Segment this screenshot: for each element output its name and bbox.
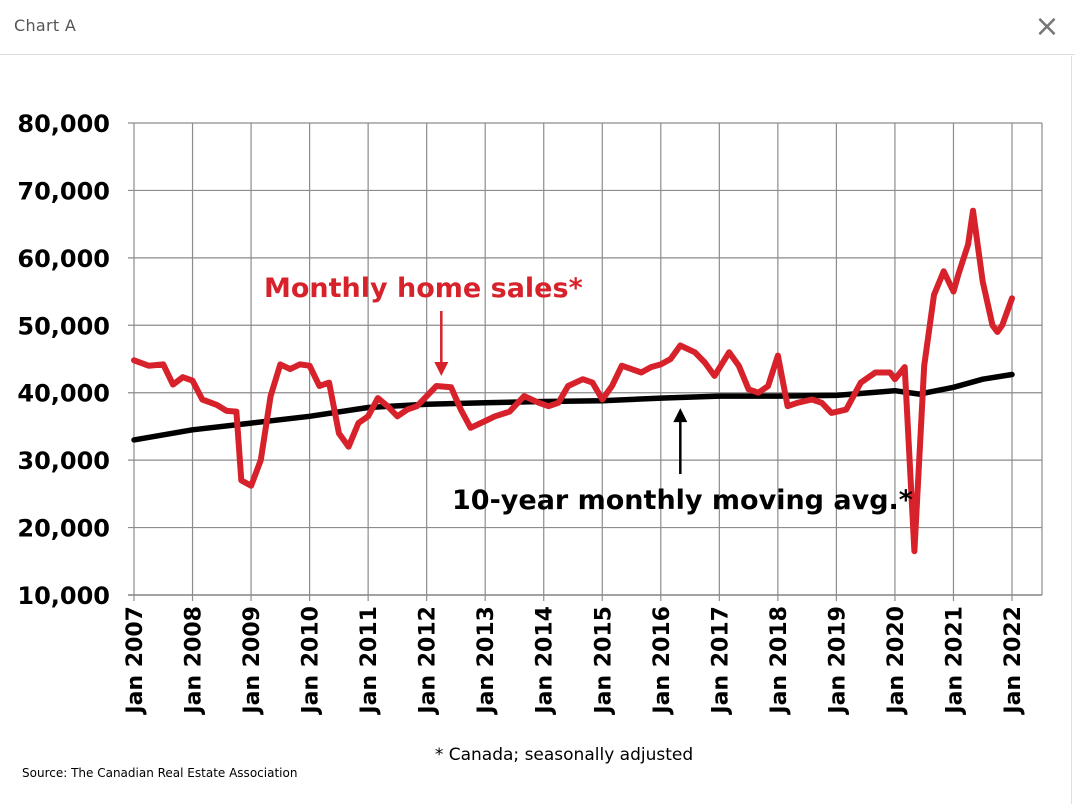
x-tick-label: Jan 2019 [825,606,850,716]
y-axis-ticks: 10,000 20,000 30,000 40,000 50,000 60,000 70,0… [17,110,110,610]
average-arrowhead [673,408,688,423]
y-tick-label: 30,000 [17,447,110,475]
x-tick-label: Jan 2014 [533,606,558,716]
x-tick-label: Jan 2007 [123,606,148,716]
annotation-group: Monthly home sales* 10-year monthly movin… [264,273,913,516]
x-tick-label: Jan 2022 [1001,606,1026,716]
y-tick-label: 10,000 [17,582,110,610]
modal-title: Chart A [14,16,77,35]
sales-annotation-label: Monthly home sales* [264,273,583,304]
x-tick-label: Jan 2008 [182,606,207,716]
x-tick-label: Jan 2010 [299,606,324,716]
series-group [131,207,1015,555]
x-tick-label: Jan 2012 [416,606,441,716]
y-tick-label: 20,000 [17,515,110,543]
x-tick-label: Jan 2009 [240,606,265,716]
x-tick-label: Jan 2011 [357,606,382,716]
x-tick-label: Jan 2018 [767,606,792,716]
modal-edge [1071,56,1072,804]
modal-header: Chart A × [0,0,1075,55]
average-annotation-label: 10-year monthly moving avg.* [452,485,913,516]
chart-source: Source: The Canadian Real Estate Associa… [22,766,298,780]
monthly-sales-line [131,207,1015,555]
x-tick-label: Jan 2020 [884,606,909,716]
chart-footnote: * Canada; seasonally adjusted [434,745,694,765]
x-axis-ticks: Jan 2007 Jan 2008 Jan 2009 Jan 2010 Jan 2011… [123,606,1026,716]
x-tick-label: Jan 2017 [708,606,733,716]
x-tick-label: Jan 2015 [591,606,616,716]
x-tick-label: Jan 2013 [474,606,499,716]
grid [128,122,1043,601]
y-tick-label: 80,000 [17,110,110,138]
x-tick-label: Jan 2016 [650,606,675,716]
sales-arrowhead [434,361,449,376]
y-tick-label: 50,000 [17,312,110,340]
y-tick-label: 60,000 [17,245,110,273]
x-tick-label: Jan 2021 [942,606,967,716]
y-tick-label: 70,000 [17,177,110,205]
y-tick-label: 40,000 [17,380,110,408]
close-button[interactable]: × [1034,9,1060,44]
